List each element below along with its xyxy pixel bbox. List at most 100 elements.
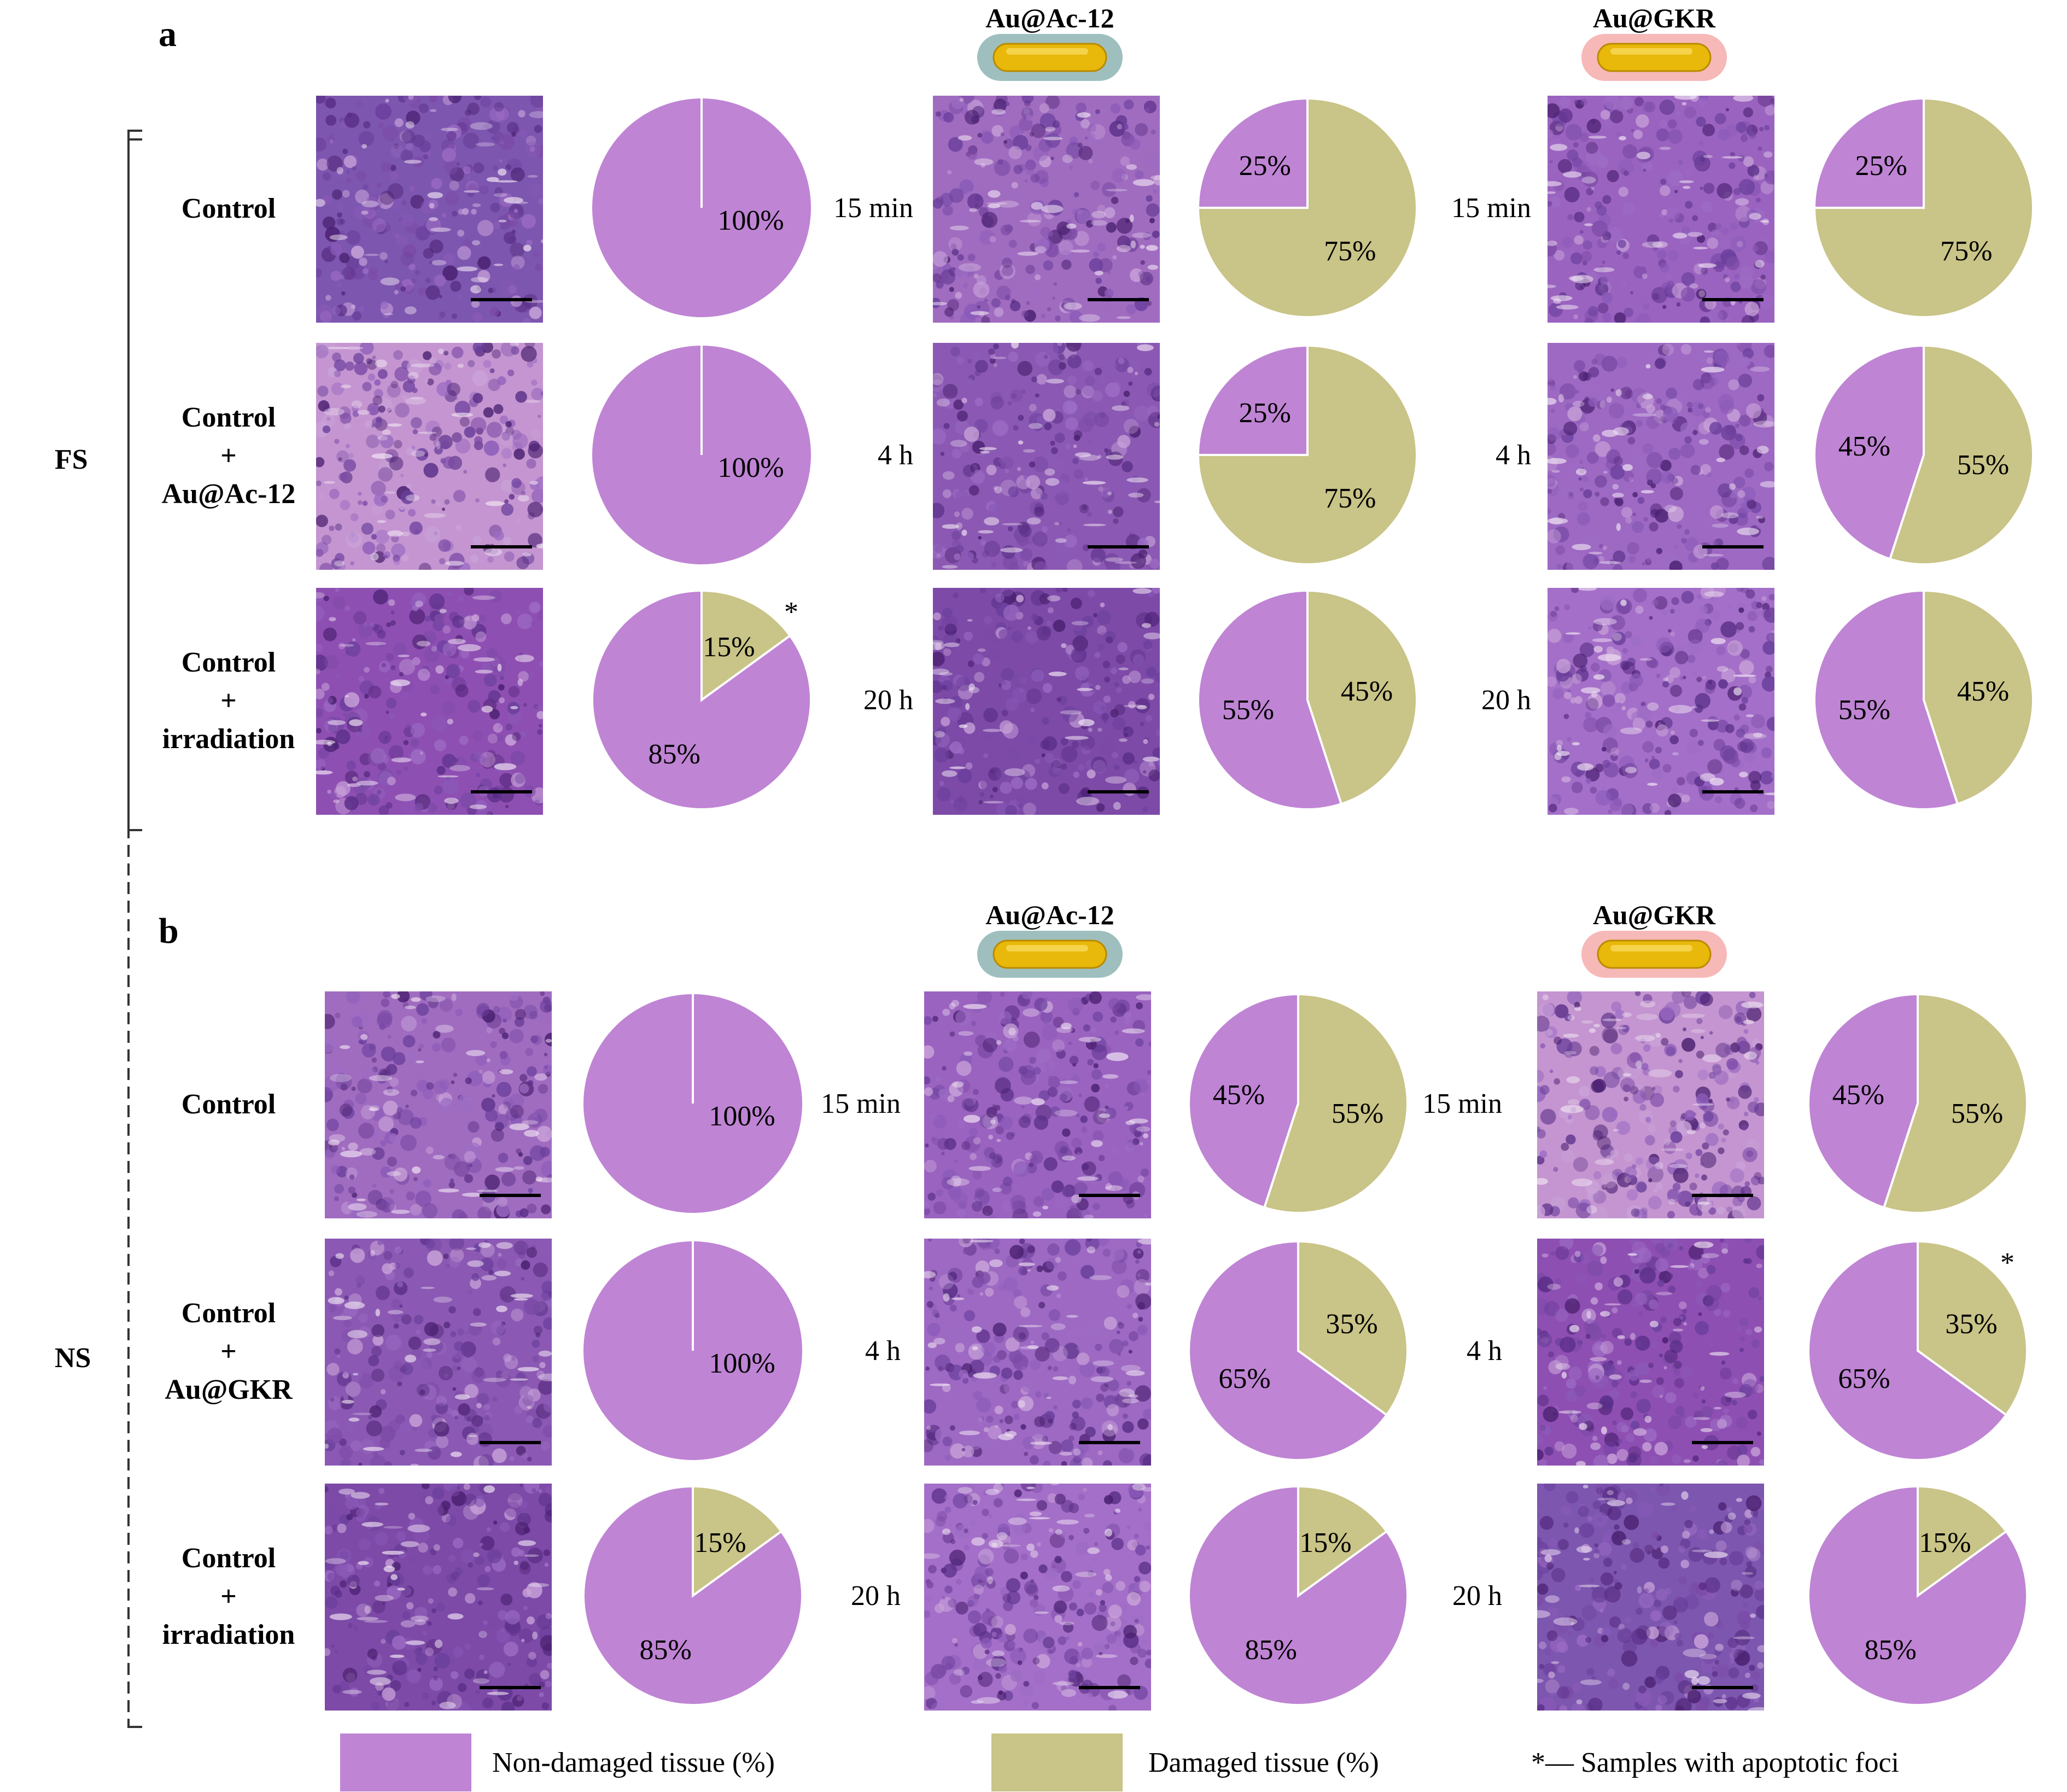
scale-bar — [471, 298, 532, 301]
tissue-micrograph — [325, 1239, 552, 1466]
pie-label-damaged: 55% — [1951, 1098, 2003, 1129]
pie-label-non-damaged: 55% — [1222, 694, 1274, 726]
time-label: 4 h — [1467, 1335, 1502, 1367]
control-label-line: + — [220, 1336, 237, 1367]
control-label-line: Control — [181, 1543, 276, 1574]
pie-chart: 35% 65% * — [1786, 1219, 2049, 1482]
pie-slice-damaged — [1263, 993, 1409, 1214]
control-label-line: Control — [181, 647, 276, 678]
pie-label-damaged: 75% — [1324, 483, 1376, 514]
rod-highlight — [1006, 945, 1088, 952]
pie-label-non-damaged: 85% — [1864, 1635, 1916, 1666]
pie-label-damaged: 35% — [1945, 1309, 1997, 1340]
rod-core — [992, 939, 1107, 969]
group-title: Au@Ac-12 — [985, 3, 1114, 33]
time-label: 4 h — [865, 1335, 901, 1367]
pie-group: 100% — [583, 1241, 802, 1460]
pie-chart: 75% 25% — [1176, 324, 1439, 586]
tissue-micrograph — [1537, 1239, 1764, 1466]
pie-chart: 15% 85% * — [570, 569, 833, 831]
control-label-line: Control — [181, 1298, 276, 1329]
control-label: Control + Au@GKR — [147, 1294, 311, 1409]
pie-label-non-damaged: 100% — [717, 205, 784, 236]
pie-slice-damaged — [1917, 1240, 2028, 1417]
tissue-micrograph — [933, 588, 1160, 815]
scale-bar — [1088, 790, 1149, 793]
tissue-micrograph — [325, 1484, 552, 1711]
pie-slice-damaged — [1888, 344, 2034, 565]
time-label: 4 h — [878, 440, 913, 471]
tissue-micrograph — [1537, 991, 1764, 1218]
apoptotic-marker: * — [784, 597, 798, 628]
rod-core — [1597, 43, 1712, 72]
pie-group: 100% — [592, 98, 811, 317]
scale-bar — [1079, 1441, 1140, 1444]
pie-chart: 15% 85% — [562, 1464, 824, 1727]
apoptotic-marker: * — [2000, 1247, 2015, 1279]
pie-label-damaged: 75% — [1324, 236, 1376, 267]
pie-group: 100% — [592, 346, 811, 564]
control-label-line: Control — [181, 193, 276, 224]
pie-slice-non-damaged — [1196, 97, 1309, 209]
tissue-micrograph — [1548, 588, 1774, 815]
time-label: 15 min — [833, 192, 913, 224]
pie-group: 35% 65% — [1188, 1240, 1409, 1461]
control-label-line: irradiation — [162, 723, 295, 755]
pie-label-damaged: 45% — [1341, 676, 1393, 707]
time-label: 20 h — [863, 685, 913, 716]
pie-group: 15% 85% — [582, 1485, 803, 1706]
control-label-line: + — [220, 685, 237, 716]
scale-bar — [1079, 1686, 1140, 1689]
time-label: 15 min — [1451, 192, 1531, 224]
scale-bar — [1088, 545, 1149, 548]
control-label-line: + — [220, 440, 237, 471]
gkr-nanorod-icon — [1580, 33, 1728, 85]
control-label-line: + — [220, 1581, 237, 1612]
time-label: 15 min — [821, 1088, 901, 1119]
pie-label-damaged: 45% — [1957, 676, 2009, 707]
pie-chart: 75% 25% — [1176, 77, 1439, 339]
pie-label-non-damaged: 100% — [717, 452, 784, 483]
pie-group: 100% — [583, 994, 802, 1213]
tissue-micrograph — [316, 588, 543, 815]
group-title: Au@Ac-12 — [985, 900, 1114, 930]
control-label: Control + irradiation — [147, 1539, 311, 1654]
pie-slice-non-damaged — [1807, 993, 1919, 1209]
pie-label-non-damaged: 45% — [1832, 1079, 1884, 1111]
panel-letter: a — [159, 14, 177, 54]
pie-slice-non-damaged — [591, 589, 812, 810]
rod-core — [992, 43, 1107, 72]
rod-highlight — [1610, 945, 1692, 952]
pie-label-non-damaged: 45% — [1838, 431, 1890, 462]
tissue-micrograph — [316, 343, 543, 570]
tissue-micrograph — [933, 96, 1160, 323]
pie-group: 75% 25% — [1196, 344, 1418, 565]
pie-slice-damaged — [1813, 97, 2034, 318]
tissue-micrograph — [933, 343, 1160, 570]
pie-slice-damaged — [692, 1485, 783, 1598]
panel-letter: b — [159, 911, 179, 951]
legend-label-apoptotic: *— Samples with apoptotic foci — [1531, 1747, 1900, 1778]
pie-slice-non-damaged — [1813, 589, 1959, 810]
pie-slice-non-damaged — [1807, 1485, 2028, 1706]
pie-chart: 100% — [562, 1219, 824, 1482]
pie-label-non-damaged: 25% — [1239, 398, 1291, 429]
control-label-line: Au@GKR — [165, 1374, 293, 1405]
time-label: 4 h — [1496, 440, 1531, 471]
pie-slice-damaged — [1297, 1240, 1409, 1417]
pie-slice-damaged — [1917, 1485, 2008, 1598]
pie-slice-damaged — [1306, 589, 1418, 805]
pie-slice-non-damaged — [1188, 1485, 1409, 1706]
pie-group: 15% 85% — [1807, 1485, 2028, 1706]
time-label: 20 h — [851, 1580, 901, 1612]
tissue-micrograph — [1548, 343, 1774, 570]
scale-bar — [1692, 1441, 1753, 1444]
ac12-nanorod-icon — [976, 33, 1124, 85]
group-bracket — [126, 130, 148, 834]
rod-highlight — [1006, 48, 1088, 55]
control-label: Control + Au@Ac-12 — [147, 399, 311, 513]
pie-group: 45% 55% — [1197, 589, 1418, 810]
pie-slice-damaged — [1196, 97, 1418, 318]
pie-slice-non-damaged — [1188, 993, 1299, 1209]
legend-label-non-damaged: Non-damaged tissue (%) — [492, 1747, 775, 1778]
